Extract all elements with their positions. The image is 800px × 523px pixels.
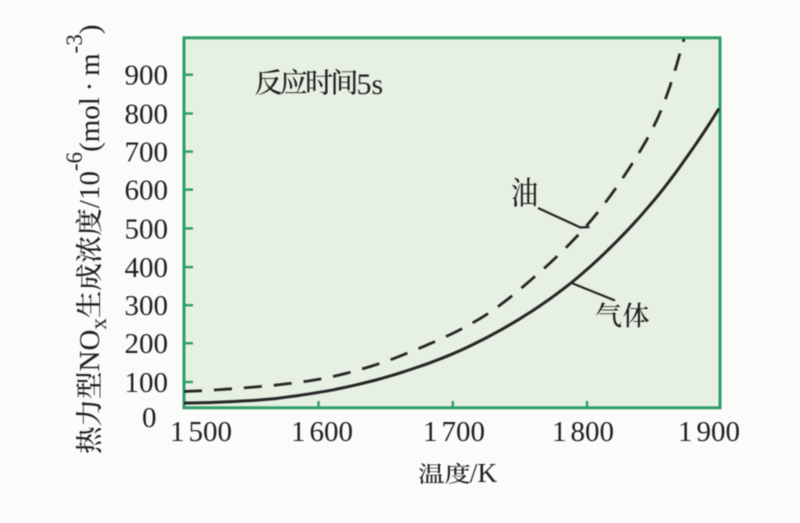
svg-text:500: 500 (125, 213, 169, 245)
svg-text:-6: -6 (62, 152, 87, 171)
svg-text:-3: -3 (62, 34, 87, 53)
svg-text:NO: NO (74, 330, 106, 372)
svg-text:5s: 5s (357, 68, 384, 101)
svg-text:800: 800 (125, 98, 169, 130)
svg-text:x: x (86, 318, 111, 330)
svg-text:900: 900 (125, 60, 169, 92)
svg-text:(mol: (mol (74, 97, 106, 152)
svg-text:/10: /10 (74, 171, 106, 208)
svg-text:·: · (74, 82, 106, 92)
svg-text:): ) (74, 24, 106, 34)
svg-text:700: 700 (125, 137, 169, 169)
svg-text:600: 600 (125, 175, 169, 207)
svg-text:0: 0 (142, 402, 157, 434)
svg-text:m: m (74, 53, 106, 76)
svg-text:/K: /K (470, 457, 498, 488)
svg-text:400: 400 (125, 252, 169, 284)
svg-text:300: 300 (125, 290, 169, 322)
svg-text:200: 200 (125, 328, 169, 360)
svg-text:100: 100 (125, 367, 169, 399)
